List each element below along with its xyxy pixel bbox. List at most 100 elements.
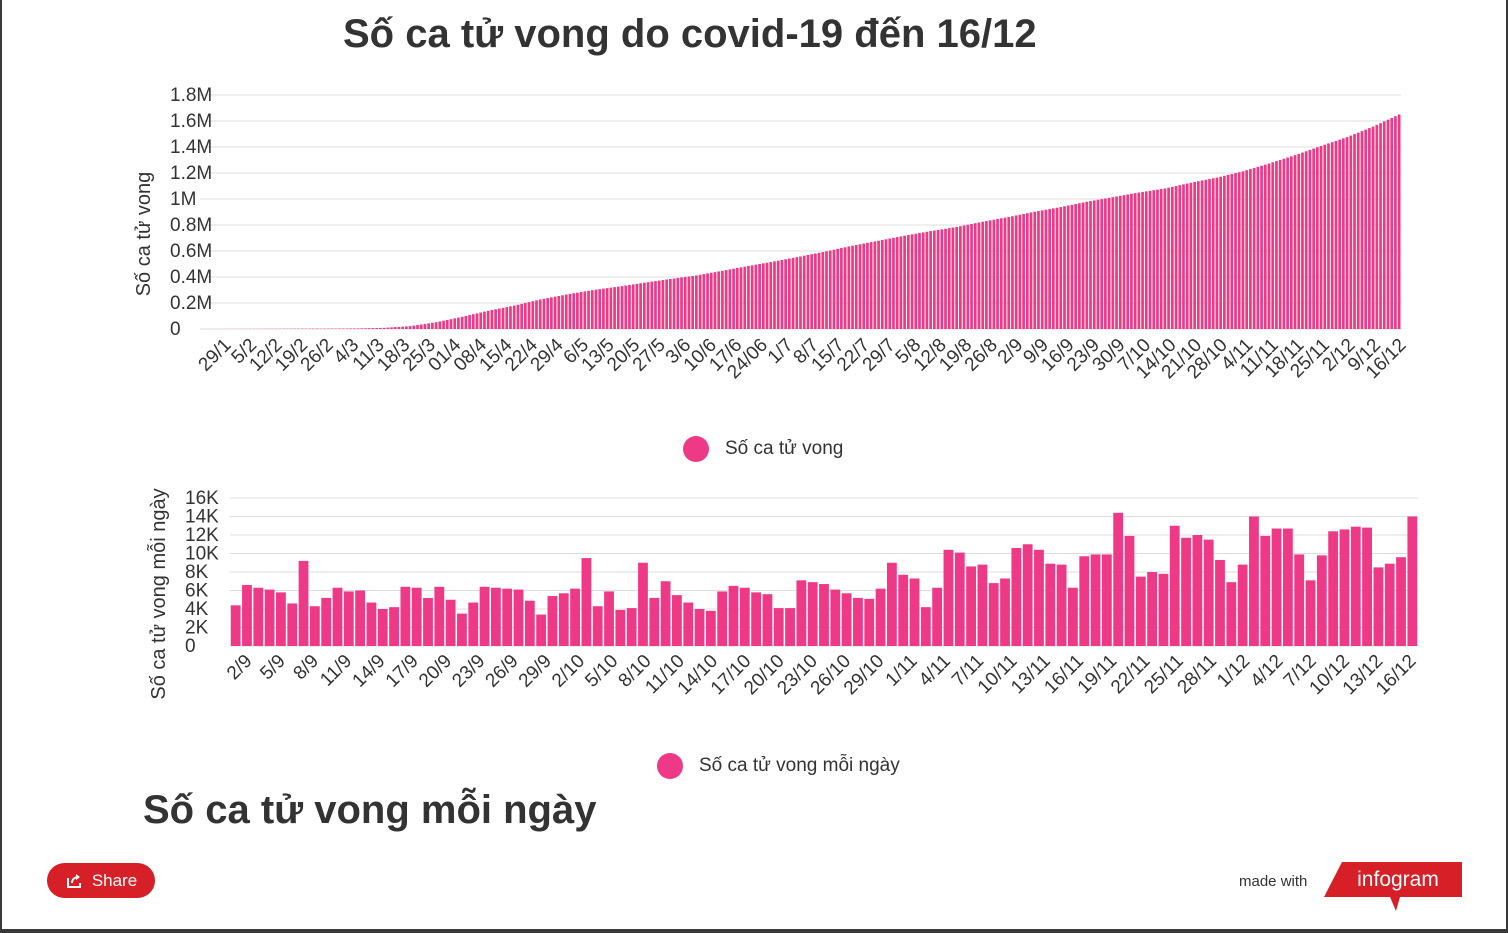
bar <box>457 613 467 646</box>
bar <box>1237 172 1241 329</box>
bar <box>1237 564 1248 646</box>
bar <box>535 300 538 329</box>
bar <box>579 292 583 329</box>
bar <box>1241 171 1245 329</box>
y-tick-label: 1.6M <box>170 111 212 132</box>
bar <box>776 260 780 329</box>
bar <box>638 562 648 646</box>
frame-left-border <box>0 0 2 933</box>
bar <box>1379 123 1382 329</box>
y-tick-label: 8K <box>185 562 209 583</box>
bar <box>1126 194 1130 329</box>
bar <box>401 326 405 329</box>
y-tick-label: 4K <box>185 599 209 620</box>
bar <box>230 605 241 646</box>
bar <box>709 272 713 329</box>
bar <box>1022 544 1033 646</box>
bar <box>672 595 682 646</box>
bar <box>1085 201 1089 329</box>
bar <box>523 302 527 329</box>
bar <box>561 295 564 329</box>
bar <box>791 257 795 329</box>
bar <box>1137 192 1141 329</box>
bar <box>505 307 509 329</box>
bar <box>1192 535 1203 646</box>
bar <box>1045 563 1056 646</box>
bar <box>836 248 840 329</box>
bar <box>1390 117 1394 329</box>
bar <box>795 257 799 329</box>
bar <box>669 278 672 329</box>
infogram-logo[interactable]: infogram <box>1322 860 1464 912</box>
bar <box>743 266 747 329</box>
bar <box>999 218 1003 329</box>
bar <box>475 313 479 329</box>
bar <box>739 587 750 646</box>
bar <box>758 264 761 329</box>
bar <box>1330 142 1334 329</box>
bar <box>1342 138 1345 329</box>
bar <box>321 597 332 646</box>
bar <box>683 602 694 646</box>
bar <box>1215 559 1225 646</box>
bar <box>784 259 787 329</box>
share-icon <box>66 873 81 888</box>
bar <box>434 586 445 646</box>
bar <box>932 230 936 329</box>
bar <box>1096 199 1100 329</box>
bar <box>780 259 784 329</box>
bar <box>389 607 399 646</box>
bar <box>649 597 660 646</box>
bar <box>1249 516 1259 646</box>
bar <box>1113 512 1124 646</box>
bar <box>513 589 524 646</box>
bar <box>1029 212 1033 329</box>
bar <box>814 253 817 329</box>
bar <box>1305 580 1316 646</box>
bar <box>287 603 298 646</box>
bar <box>1353 134 1356 329</box>
bar <box>1394 116 1397 329</box>
bar <box>962 225 966 329</box>
bar <box>576 292 579 329</box>
bar <box>676 277 680 329</box>
bar <box>423 597 433 646</box>
y-tick-label: 0 <box>185 636 196 657</box>
bar <box>875 588 886 646</box>
bar <box>706 273 709 329</box>
bar <box>717 271 721 329</box>
bar <box>416 325 419 329</box>
bar <box>873 241 877 329</box>
bar <box>572 293 576 329</box>
bar <box>1304 151 1308 329</box>
bar <box>468 602 479 646</box>
bar <box>371 328 375 329</box>
bar <box>1011 547 1022 646</box>
bar <box>1034 549 1044 646</box>
bar <box>970 223 973 329</box>
bar <box>412 325 416 329</box>
bar <box>609 287 613 329</box>
bar <box>1118 195 1122 329</box>
bar <box>558 593 569 646</box>
share-button[interactable]: Share <box>47 863 155 898</box>
bar <box>1167 187 1170 329</box>
bar <box>1007 216 1011 329</box>
bar <box>364 328 367 329</box>
bar <box>411 587 422 646</box>
bar <box>360 328 364 329</box>
bar <box>1068 587 1078 646</box>
bar <box>605 288 609 329</box>
bar <box>1079 556 1090 646</box>
bar <box>1373 567 1384 646</box>
infogram-logo-text: infogram <box>1357 868 1439 891</box>
bar <box>445 319 449 329</box>
bar <box>602 288 605 329</box>
bar <box>854 244 858 329</box>
bar <box>739 267 743 329</box>
bar <box>419 324 423 329</box>
bar <box>944 228 947 329</box>
bar <box>490 587 501 646</box>
bar <box>936 229 940 329</box>
bar <box>966 224 970 329</box>
